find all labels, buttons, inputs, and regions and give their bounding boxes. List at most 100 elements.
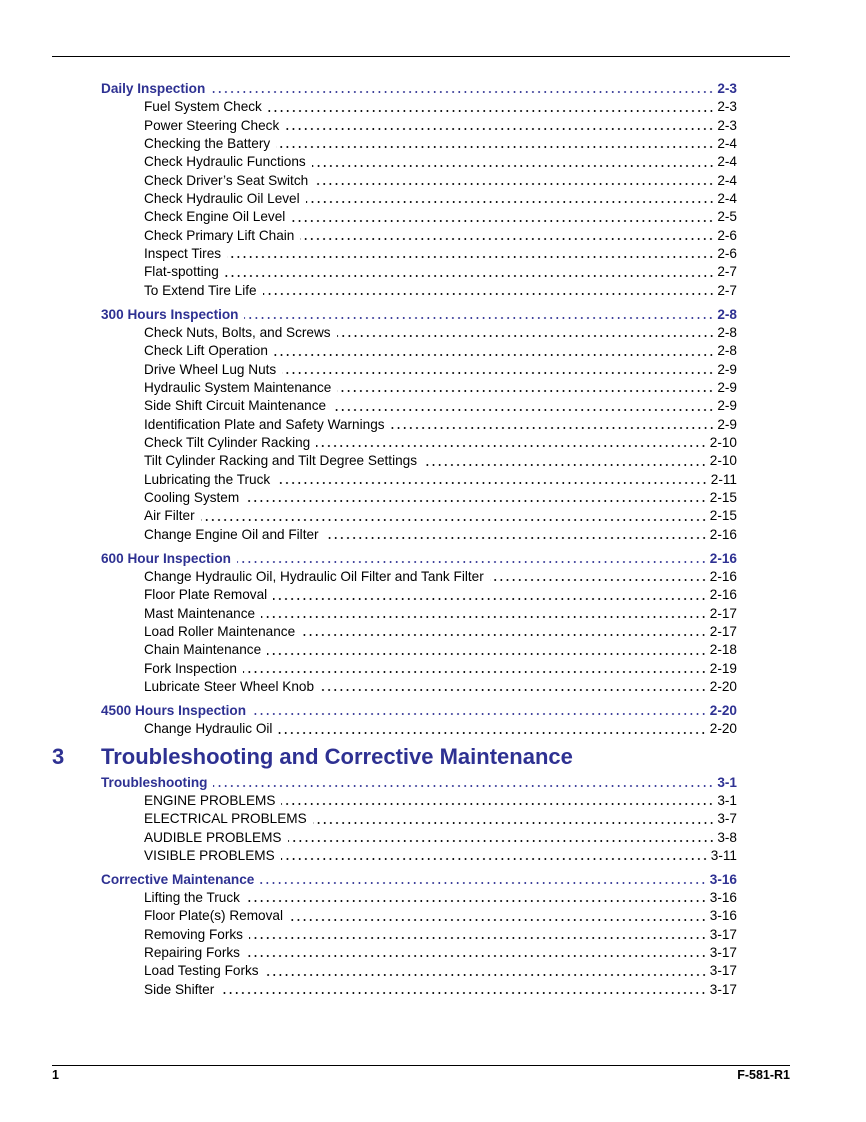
toc-entry-label: Check Tilt Cylinder Racking [144,435,311,451]
dot-leader [267,651,707,656]
toc-entry[interactable]: Change Engine Oil and Filter 2-16 [101,526,737,544]
toc-entry-label: Tilt Cylinder Racking and Tilt Degree Se… [144,453,418,469]
toc-entry-page: 3-8 [717,829,737,845]
toc-entry[interactable]: Removing Forks 3-17 [101,926,737,944]
toc-entry[interactable]: Tilt Cylinder Racking and Tilt Degree Se… [101,452,737,470]
dot-leader [423,462,707,467]
toc-section-entry[interactable]: 300 Hours Inspection 2-8 [101,306,737,324]
toc-entry[interactable]: Inspect Tires 2-6 [101,245,737,263]
toc-entry-page: 3-17 [709,945,737,961]
toc-entry[interactable]: ELECTRICAL PROBLEMS 3-7 [101,810,737,828]
toc-entry-label: 4500 Hours Inspection [101,702,247,718]
toc-entry-label: ELECTRICAL PROBLEMS [144,811,307,827]
toc-entry-label: Side Shift Circuit Maintenance [144,398,327,414]
toc-entry[interactable]: Side Shift Circuit Maintenance 2-9 [101,397,737,415]
toc-chapter-3-entries: Troubleshooting 3-1 ENGINE PROBLEMS 3-1 ELEC… [101,774,737,1000]
toc-entry-page: 2-4 [717,172,737,188]
toc-entry-label: Cooling System [144,490,240,506]
toc-entry[interactable]: Power Steering Check 2-3 [101,117,737,135]
toc-entry-label: Daily Inspection [101,81,206,96]
footer-document-id: F-581-R1 [737,1068,790,1082]
toc-section-entry[interactable]: 4500 Hours Inspection 2-20 [101,702,737,720]
toc-entry[interactable]: Lubricating the Truck 2-11 [101,471,737,489]
dot-leader [227,255,715,260]
toc-section-entry[interactable]: 600 Hour Inspection 2-16 [101,550,737,568]
toc-entry-page: 2-16 [709,526,737,542]
dot-leader [489,578,707,583]
toc-entry[interactable]: Cooling System 2-15 [101,489,737,507]
toc-chapter-2-entries: Daily Inspection 2-3 Fuel System Check 2-3 P… [101,80,737,739]
dot-leader [276,145,715,150]
table-of-contents: Daily Inspection 2-3 Fuel System Check 2-3 P… [52,80,737,1000]
toc-section-entry[interactable]: Troubleshooting 3-1 [101,774,737,792]
toc-section-entry[interactable]: Corrective Maintenance 3-16 [101,871,737,889]
dot-leader [278,730,707,735]
toc-entry-label: AUDIBLE PROBLEMS [144,829,282,845]
toc-entry[interactable]: Repairing Forks 3-17 [101,944,737,962]
toc-entry[interactable]: Check Engine Oil Level 2-5 [101,208,737,226]
toc-entry[interactable]: Check Tilt Cylinder Racking 2-10 [101,434,737,452]
toc-entry[interactable]: ENGINE PROBLEMS 3-1 [101,792,737,810]
toc-entry-label: Side Shifter [144,981,215,997]
toc-entry[interactable]: Check Hydraulic Oil Level 2-4 [101,190,737,208]
toc-entry-page: 2-4 [717,136,737,152]
toc-entry[interactable]: Lubricate Steer Wheel Knob 2-20 [101,678,737,696]
chapter-heading[interactable]: 3 Troubleshooting and Corrective Mainten… [52,743,737,771]
toc-entry-label: Drive Wheel Lug Nuts [144,361,277,377]
toc-entry[interactable]: Mast Maintenance 2-17 [101,605,737,623]
toc-entry[interactable]: Checking the Battery 2-4 [101,135,737,153]
toc-entry-page: 3-1 [717,792,737,808]
dot-leader [291,218,715,223]
toc-entry-page: 2-20 [709,721,737,737]
toc-entry[interactable]: Check Primary Lift Chain 2-6 [101,227,737,245]
toc-entry[interactable]: Floor Plate Removal 2-16 [101,586,737,604]
toc-entry[interactable]: Lifting the Truck 3-16 [101,889,737,907]
toc-entry[interactable]: Check Hydraulic Functions 2-4 [101,153,737,171]
toc-section-entry[interactable]: Daily Inspection 2-3 [101,80,737,98]
toc-entry[interactable]: Drive Wheel Lug Nuts 2-9 [101,361,737,379]
toc-entry[interactable]: VISIBLE PROBLEMS 3-11 [101,847,737,865]
dot-leader [211,90,715,95]
toc-entry-label: Check Lift Operation [144,343,268,359]
toc-entry[interactable]: Side Shifter 3-17 [101,981,737,999]
toc-entry[interactable]: Check Driver’s Seat Switch 2-4 [101,172,737,190]
toc-entry-label: Lubricating the Truck [144,471,271,487]
toc-entry[interactable]: Check Lift Operation 2-8 [101,342,737,360]
toc-entry[interactable]: Fuel System Check 2-3 [101,98,737,116]
toc-entry-label: Change Hydraulic Oil, Hydraulic Oil Filt… [144,568,484,584]
toc-entry-page: 2-20 [709,679,737,694]
toc-entry-label: Lubricate Steer Wheel Knob [144,679,315,694]
toc-entry[interactable]: Check Nuts, Bolts, and Screws 2-8 [101,324,737,342]
toc-entry-page: 2-4 [717,154,737,170]
toc-entry-page: 2-8 [717,343,737,359]
dot-leader [390,426,715,431]
toc-entry-label: Flat-spotting [144,264,219,280]
toc-entry[interactable]: Change Hydraulic Oil 2-20 [101,720,737,738]
toc-entry[interactable]: Hydraulic System Maintenance 2-9 [101,379,737,397]
toc-entry-page: 2-15 [709,490,737,506]
dot-leader [312,820,715,825]
toc-entry[interactable]: Flat-spotting 2-7 [101,263,737,281]
dot-leader [273,352,715,357]
toc-entry[interactable]: Floor Plate(s) Removal 3-16 [101,907,737,925]
toc-entry[interactable]: Fork Inspection 2-19 [101,660,737,678]
dot-leader [332,407,715,412]
toc-entry-page: 2-16 [709,587,737,603]
toc-entry[interactable]: Air Filter 2-15 [101,507,737,525]
toc-entry-page: 3-1 [717,774,737,790]
toc-entry[interactable]: Change Hydraulic Oil, Hydraulic Oil Filt… [101,568,737,586]
toc-entry-page: 2-3 [717,99,737,115]
toc-entry-label: Mast Maintenance [144,605,256,621]
toc-entry[interactable]: Chain Maintenance 2-18 [101,641,737,659]
toc-entry[interactable]: AUDIBLE PROBLEMS 3-8 [101,829,737,847]
toc-entry[interactable]: Load Roller Maintenance 2-17 [101,623,737,641]
toc-entry[interactable]: Identification Plate and Safety Warnings… [101,416,737,434]
toc-entry-page: 3-17 [709,981,737,997]
dot-leader [285,127,715,132]
toc-entry[interactable]: Load Testing Forks 3-17 [101,962,737,980]
toc-entry-label: Chain Maintenance [144,642,262,658]
dot-leader [305,200,715,205]
toc-entry[interactable]: To Extend Tire Life 2-7 [101,282,737,300]
toc-entry-page: 2-5 [717,209,737,225]
dot-leader [248,936,707,941]
